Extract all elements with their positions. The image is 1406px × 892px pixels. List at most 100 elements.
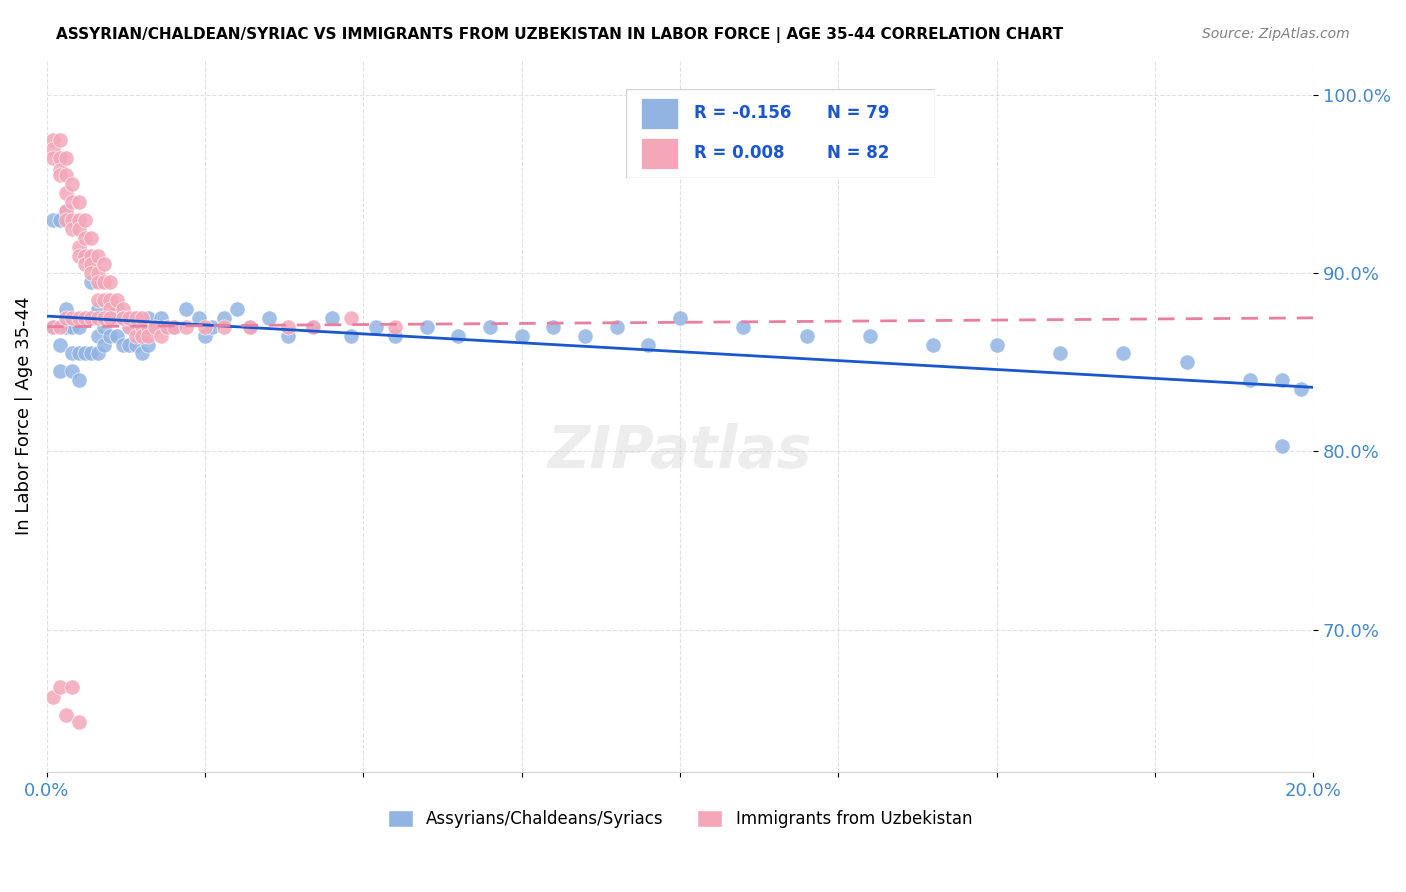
Point <box>479 319 502 334</box>
Point <box>447 328 470 343</box>
Point <box>48 151 70 165</box>
Point <box>73 248 96 262</box>
Point <box>60 310 83 325</box>
Point <box>60 364 83 378</box>
Point <box>340 310 363 325</box>
Point <box>543 319 565 334</box>
Point <box>131 310 153 325</box>
Point <box>55 708 77 723</box>
Point <box>384 328 406 343</box>
Point <box>42 142 65 156</box>
Point <box>105 328 128 343</box>
Point <box>42 133 65 147</box>
Point <box>67 310 90 325</box>
Point <box>111 310 134 325</box>
Point <box>105 293 128 307</box>
Point <box>73 213 96 227</box>
Text: ASSYRIAN/CHALDEAN/SYRIAC VS IMMIGRANTS FROM UZBEKISTAN IN LABOR FORCE | AGE 35-4: ASSYRIAN/CHALDEAN/SYRIAC VS IMMIGRANTS F… <box>56 27 1063 43</box>
Point <box>1271 373 1294 387</box>
Point <box>105 301 128 316</box>
Point <box>73 310 96 325</box>
Point <box>48 133 70 147</box>
Point <box>162 319 184 334</box>
Point <box>73 230 96 244</box>
Point <box>86 275 108 289</box>
Text: R = -0.156: R = -0.156 <box>693 104 792 122</box>
Point <box>67 346 90 360</box>
Point <box>1239 373 1261 387</box>
Point <box>55 204 77 219</box>
Point <box>67 222 90 236</box>
Point <box>321 310 343 325</box>
Point <box>55 310 77 325</box>
Point <box>67 373 90 387</box>
Point <box>60 195 83 210</box>
Point <box>60 346 83 360</box>
Point <box>136 319 159 334</box>
Point <box>93 310 115 325</box>
Point <box>200 319 222 334</box>
Point <box>55 151 77 165</box>
Point <box>73 257 96 271</box>
Point <box>42 319 65 334</box>
Point <box>416 319 439 334</box>
Point <box>93 293 115 307</box>
Text: N = 79: N = 79 <box>827 104 889 122</box>
Point <box>80 266 103 280</box>
Point <box>136 310 159 325</box>
Point <box>42 213 65 227</box>
Point <box>86 248 108 262</box>
Point <box>1049 346 1071 360</box>
Text: ZIPatlas: ZIPatlas <box>548 423 813 480</box>
Point <box>340 328 363 343</box>
Point <box>156 319 179 334</box>
Point <box>669 310 692 325</box>
Point <box>187 310 209 325</box>
Point <box>238 319 260 334</box>
Point <box>60 319 83 334</box>
Point <box>111 337 134 351</box>
Point <box>156 319 179 334</box>
Point <box>574 328 596 343</box>
Point <box>42 319 65 334</box>
Point <box>86 266 108 280</box>
Point <box>118 319 141 334</box>
Point <box>93 275 115 289</box>
Point <box>1112 346 1135 360</box>
Point <box>98 275 121 289</box>
Point <box>67 195 90 210</box>
Point <box>93 257 115 271</box>
Point <box>67 319 90 334</box>
Point <box>105 310 128 325</box>
Point <box>174 301 197 316</box>
Point <box>637 337 659 351</box>
Point <box>859 328 882 343</box>
Point <box>212 310 235 325</box>
Point <box>98 328 121 343</box>
Point <box>80 248 103 262</box>
Point <box>1289 382 1312 396</box>
Point <box>118 310 141 325</box>
Point <box>225 301 247 316</box>
Point <box>257 310 280 325</box>
Point <box>384 319 406 334</box>
Point <box>93 337 115 351</box>
Point <box>162 319 184 334</box>
Point <box>124 310 146 325</box>
Point <box>55 319 77 334</box>
Point <box>80 346 103 360</box>
Point <box>124 328 146 343</box>
Point <box>301 319 323 334</box>
Point <box>86 293 108 307</box>
Point <box>212 319 235 334</box>
Point <box>149 328 172 343</box>
Point <box>131 346 153 360</box>
Point <box>60 178 83 192</box>
Point <box>80 230 103 244</box>
Point <box>42 151 65 165</box>
Point <box>86 301 108 316</box>
Point <box>80 257 103 271</box>
Point <box>149 310 172 325</box>
Point <box>48 364 70 378</box>
Point <box>60 680 83 694</box>
